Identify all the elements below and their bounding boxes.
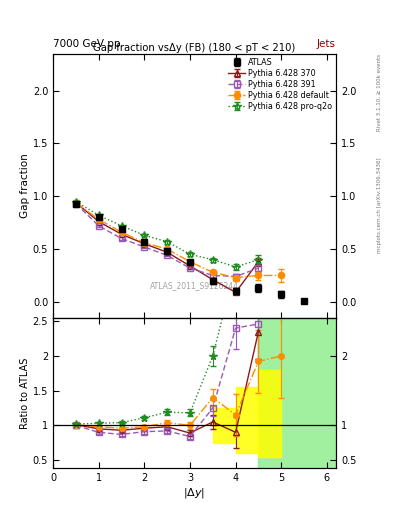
Bar (236, 387, 259, 453)
Text: Rivet 3.1.10, ≥ 100k events: Rivet 3.1.10, ≥ 100k events (377, 54, 382, 131)
Bar (213, 408, 236, 443)
X-axis label: $|\Delta y|$: $|\Delta y|$ (184, 486, 206, 500)
Text: ATLAS_2011_S9126244: ATLAS_2011_S9126244 (150, 282, 239, 290)
Text: 7000 GeV pp: 7000 GeV pp (53, 38, 121, 49)
Title: Gap fraction vsΔy (FB) (180 < pT < 210): Gap fraction vsΔy (FB) (180 < pT < 210) (94, 43, 296, 53)
Y-axis label: Gap fraction: Gap fraction (20, 153, 30, 218)
Text: Jets: Jets (317, 38, 336, 49)
Bar (259, 370, 281, 457)
Text: mcplots.cern.ch [arXiv:1306.3436]: mcplots.cern.ch [arXiv:1306.3436] (377, 157, 382, 252)
Bar (259, 317, 336, 468)
Legend: ATLAS, Pythia 6.428 370, Pythia 6.428 391, Pythia 6.428 default, Pythia 6.428 pr: ATLAS, Pythia 6.428 370, Pythia 6.428 39… (226, 56, 334, 113)
Y-axis label: Ratio to ATLAS: Ratio to ATLAS (20, 357, 30, 429)
